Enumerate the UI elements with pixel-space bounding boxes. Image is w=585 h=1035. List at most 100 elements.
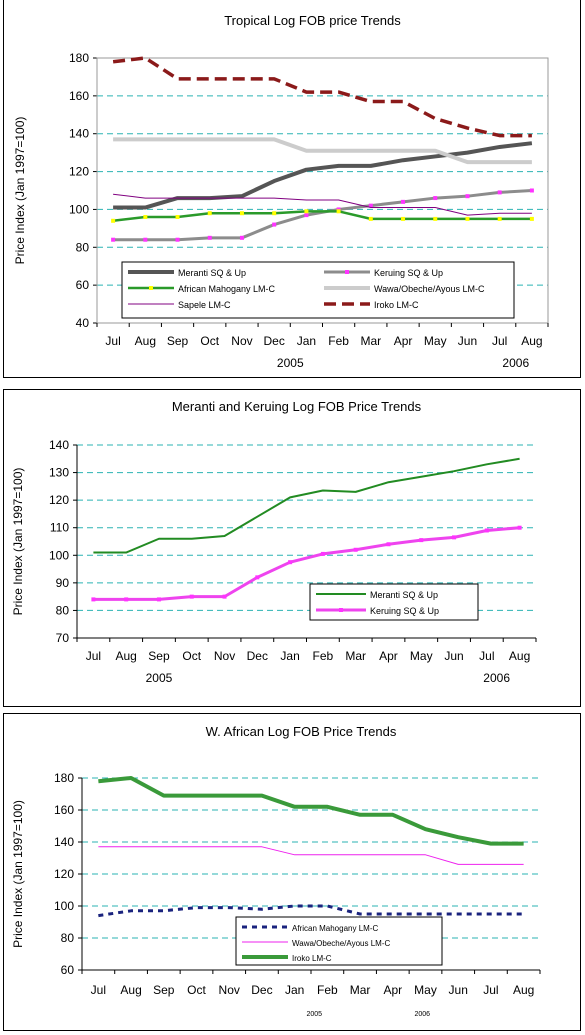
x-tick-label: Aug bbox=[509, 649, 530, 663]
y-tick-label: 80 bbox=[56, 603, 70, 617]
data-point-marker bbox=[497, 216, 502, 221]
legend-label: African Mahogany LM-C bbox=[178, 284, 276, 294]
data-point-marker bbox=[484, 528, 489, 533]
chart-title: Tropical Log FOB price Trends bbox=[224, 13, 401, 28]
y-tick-label: 100 bbox=[54, 899, 74, 913]
y-tick-label: 180 bbox=[54, 771, 74, 785]
data-point-marker bbox=[175, 215, 180, 219]
x-tick-label: Nov bbox=[219, 983, 240, 997]
series-line bbox=[93, 526, 520, 601]
year-label: 2006 bbox=[502, 356, 529, 370]
x-tick-label: Apr bbox=[383, 983, 402, 997]
x-tick-label: Sep bbox=[148, 649, 170, 663]
y-tick-label: 40 bbox=[76, 316, 90, 330]
x-tick-label: Jan bbox=[297, 334, 316, 348]
x-tick-label: Nov bbox=[231, 334, 252, 348]
data-point-marker bbox=[189, 594, 194, 599]
x-tick-label: Feb bbox=[328, 334, 349, 348]
meranti-keruing-chart: Meranti and Keruing Log FOB Price Trends… bbox=[11, 399, 537, 685]
series-line bbox=[98, 776, 524, 846]
chart-panel-west-african: W. African Log FOB Price Trends Price Ind… bbox=[3, 713, 581, 1031]
x-tick-label: Jun bbox=[444, 649, 463, 663]
data-point-marker bbox=[320, 551, 325, 556]
data-point-marker bbox=[401, 199, 406, 204]
data-point-marker bbox=[386, 542, 391, 547]
legend-label: Iroko LM-C bbox=[292, 954, 332, 963]
legend-box bbox=[121, 261, 515, 319]
data-point-marker bbox=[288, 560, 293, 565]
x-tick-label: Mar bbox=[345, 649, 366, 663]
data-point-marker bbox=[124, 597, 129, 602]
chart-panel-meranti-keruing: Meranti and Keruing Log FOB Price Trends… bbox=[3, 389, 581, 707]
chart-title: Meranti and Keruing Log FOB Price Trends bbox=[172, 399, 422, 414]
data-point-marker bbox=[111, 218, 116, 223]
data-point-marker bbox=[517, 525, 522, 530]
legend-marker bbox=[339, 608, 343, 612]
series-line bbox=[98, 846, 524, 865]
y-tick-label: 100 bbox=[69, 202, 89, 216]
y-tick-label: 60 bbox=[76, 278, 90, 292]
year-label: 2005 bbox=[306, 1011, 322, 1018]
x-tick-label: Jul bbox=[479, 649, 494, 663]
x-tick-label: Aug bbox=[521, 334, 542, 348]
data-point-marker bbox=[207, 211, 212, 216]
data-point-marker bbox=[336, 209, 341, 214]
series-line bbox=[112, 56, 532, 138]
x-tick-label: Mar bbox=[350, 983, 371, 997]
data-point-marker bbox=[497, 190, 502, 195]
x-tick-label: Jul bbox=[91, 983, 106, 997]
x-tick-label: Jun bbox=[449, 983, 468, 997]
legend-label: Wawa/Obeche/Ayous LM-C bbox=[292, 939, 390, 948]
y-tick-label: 70 bbox=[56, 631, 70, 645]
y-axis-label: Price Index (Jan 1997=100) bbox=[11, 468, 25, 616]
x-tick-label: Jan bbox=[285, 983, 304, 997]
x-tick-label: Aug bbox=[115, 649, 136, 663]
data-point-marker bbox=[304, 213, 309, 218]
x-tick-label: Sep bbox=[167, 334, 189, 348]
data-point-marker bbox=[368, 216, 373, 221]
y-tick-label: 60 bbox=[61, 963, 75, 977]
legend-marker bbox=[149, 286, 153, 290]
series-line bbox=[93, 457, 520, 554]
data-point-marker bbox=[207, 235, 212, 240]
data-point-marker bbox=[91, 597, 96, 602]
x-tick-label: May bbox=[424, 334, 447, 348]
data-point-marker bbox=[353, 547, 358, 552]
data-point-marker bbox=[419, 538, 424, 543]
year-label: 2005 bbox=[146, 671, 173, 685]
data-point-marker bbox=[143, 215, 148, 219]
y-axis-label: Price Index (Jan 1997=100) bbox=[13, 117, 27, 265]
data-point-marker bbox=[529, 216, 534, 221]
west-african-chart: W. African Log FOB Price Trends Price Ind… bbox=[11, 724, 541, 1018]
legend-label: Sapele LM-C bbox=[178, 300, 231, 310]
data-point-marker bbox=[433, 216, 438, 221]
y-tick-label: 160 bbox=[54, 803, 74, 817]
x-tick-label: Feb bbox=[313, 649, 334, 663]
legend-label: Iroko LM-C bbox=[374, 300, 419, 310]
x-tick-label: Sep bbox=[153, 983, 175, 997]
data-point-marker bbox=[255, 575, 260, 580]
x-tick-label: Dec bbox=[247, 649, 268, 663]
y-tick-label: 130 bbox=[49, 466, 69, 480]
y-tick-label: 80 bbox=[61, 931, 75, 945]
x-tick-label: May bbox=[414, 983, 437, 997]
y-tick-label: 140 bbox=[54, 835, 74, 849]
x-tick-label: Apr bbox=[394, 334, 413, 348]
series-line bbox=[112, 210, 532, 223]
data-point-marker bbox=[272, 211, 277, 216]
x-tick-label: May bbox=[410, 649, 433, 663]
x-tick-label: Dec bbox=[251, 983, 272, 997]
y-tick-label: 100 bbox=[49, 548, 69, 562]
y-tick-label: 80 bbox=[76, 240, 90, 254]
x-tick-label: Nov bbox=[214, 649, 235, 663]
data-point-marker bbox=[111, 237, 116, 242]
series-line bbox=[113, 193, 532, 216]
data-point-marker bbox=[401, 216, 406, 221]
x-tick-label: Jul bbox=[86, 649, 101, 663]
y-tick-label: 120 bbox=[54, 867, 74, 881]
legend-box bbox=[309, 583, 479, 621]
data-point-marker bbox=[239, 211, 244, 216]
data-point-marker bbox=[529, 188, 534, 193]
year-label: 2006 bbox=[414, 1011, 430, 1018]
year-label: 2005 bbox=[277, 356, 304, 370]
